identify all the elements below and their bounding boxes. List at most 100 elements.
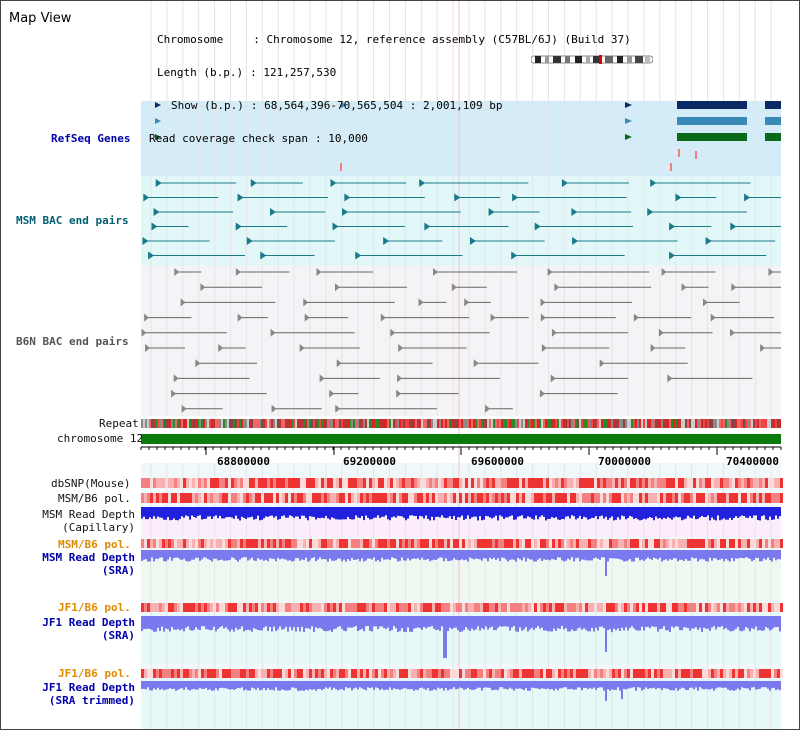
repeat-segment xyxy=(259,419,261,428)
depth-bar xyxy=(329,681,331,688)
pol-cell xyxy=(423,539,426,548)
depth-bar xyxy=(715,507,717,521)
depth-bar xyxy=(577,616,579,629)
depth-bar xyxy=(623,550,625,562)
pol-cell xyxy=(480,539,483,548)
depth-bar xyxy=(439,616,441,631)
depth-bar xyxy=(619,616,621,631)
pol-cell xyxy=(297,669,300,678)
depth-bar xyxy=(379,507,381,518)
pol-cell xyxy=(327,539,330,548)
repeat-segment xyxy=(247,419,249,428)
depth-bar xyxy=(603,550,605,558)
depth-bar xyxy=(207,616,209,630)
pol-cell xyxy=(744,478,747,488)
pol-cell xyxy=(576,493,579,503)
depth-bar xyxy=(491,616,493,627)
pol-cell xyxy=(717,539,720,548)
pol-cell xyxy=(495,539,498,548)
pol-cell xyxy=(441,603,444,612)
pol-cell xyxy=(678,478,681,488)
pol-cell xyxy=(699,669,702,678)
pol-cell xyxy=(519,669,522,678)
depth-bar xyxy=(301,507,303,516)
repeat-segment xyxy=(415,419,417,428)
repeat-segment xyxy=(515,419,517,428)
pol-cell xyxy=(729,493,732,503)
depth-bar xyxy=(185,681,187,688)
repeat-segment xyxy=(367,419,369,428)
depth-bar xyxy=(715,550,717,559)
pol-cell xyxy=(633,493,636,503)
chromosome-ideogram-icon[interactable] xyxy=(531,55,653,64)
pol-cell xyxy=(333,669,336,678)
depth-bar xyxy=(763,681,765,688)
repeat-segment xyxy=(389,419,391,428)
depth-bar xyxy=(581,550,583,560)
depth-bar xyxy=(571,550,573,558)
repeat-segment xyxy=(761,419,763,428)
repeat-segment xyxy=(769,419,771,428)
depth-bar xyxy=(667,681,669,689)
depth-bar xyxy=(603,507,605,519)
pol-cell xyxy=(282,478,285,488)
depth-bar xyxy=(349,681,351,688)
depth-bar xyxy=(755,507,757,516)
bac-end-marker xyxy=(464,298,470,307)
pol-cell xyxy=(651,478,654,488)
pol-cell xyxy=(375,478,378,488)
bac-end-marker xyxy=(547,268,553,276)
depth-bar xyxy=(497,616,499,628)
pol-cell xyxy=(483,539,486,548)
depth-bar xyxy=(369,550,371,559)
pol-cell xyxy=(435,669,438,678)
gene-block xyxy=(677,101,747,109)
depth-bar xyxy=(323,550,325,559)
repeat-segment xyxy=(301,419,303,428)
depth-bar xyxy=(539,550,541,559)
pol-cell xyxy=(516,539,519,548)
depth-bar xyxy=(511,616,513,628)
pol-cell xyxy=(780,603,783,612)
repeat-segment xyxy=(659,419,661,428)
depth-bar xyxy=(463,616,465,631)
bac-end-marker xyxy=(218,344,224,352)
pol-cell xyxy=(339,669,342,678)
pol-cell xyxy=(267,478,270,488)
pol-cell xyxy=(363,603,366,612)
depth-bar xyxy=(671,550,673,560)
depth-bar xyxy=(397,681,399,689)
depth-bar xyxy=(695,681,697,688)
depth-bar xyxy=(687,507,689,516)
depth-bar xyxy=(667,616,669,631)
pol-cell xyxy=(165,493,168,503)
depth-bar xyxy=(239,507,241,521)
depth-bar xyxy=(685,550,687,559)
depth-bar xyxy=(319,550,321,558)
bac-end-marker xyxy=(335,404,341,413)
pol-cell xyxy=(198,478,201,488)
pol-cell xyxy=(387,493,390,503)
pol-cell xyxy=(444,493,447,503)
depth-bar xyxy=(567,550,569,559)
depth-bar xyxy=(663,681,665,689)
pol-cell xyxy=(291,493,294,503)
depth-bar xyxy=(535,616,537,628)
pol-cell xyxy=(630,603,633,612)
depth-bar xyxy=(681,550,683,560)
pol-cell xyxy=(417,603,420,612)
repeat-segment xyxy=(565,419,567,428)
depth-bar xyxy=(347,550,349,560)
depth-bar xyxy=(715,616,717,630)
pol-cell xyxy=(192,493,195,503)
depth-bar xyxy=(657,507,659,519)
depth-bar xyxy=(683,550,685,561)
gene-block xyxy=(677,133,747,141)
repeat-segment xyxy=(661,419,663,428)
pol-cell xyxy=(402,669,405,678)
depth-bar xyxy=(275,616,277,632)
pol-cell xyxy=(279,493,282,503)
pol-cell xyxy=(600,478,603,488)
depth-bar xyxy=(691,550,693,558)
bac-end-marker xyxy=(332,222,339,231)
